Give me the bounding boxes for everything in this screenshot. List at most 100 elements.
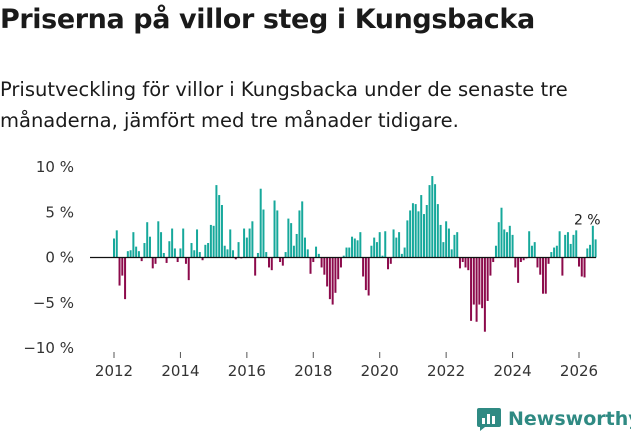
bar-positive	[500, 207, 503, 258]
bar-negative	[367, 257, 370, 296]
bar-negative	[187, 257, 190, 281]
bar-positive	[135, 246, 138, 258]
bar-negative	[151, 257, 154, 269]
bar-positive	[226, 249, 229, 258]
bar-negative	[542, 257, 545, 294]
x-tick-label: 2020	[361, 362, 399, 380]
bar-negative	[387, 257, 390, 270]
bar-positive	[229, 229, 232, 258]
bar-positive	[414, 204, 417, 258]
bar-positive	[494, 245, 497, 258]
bar-positive	[262, 209, 265, 258]
bar-positive	[245, 237, 248, 258]
bar-positive	[431, 176, 434, 258]
bar-negative	[483, 257, 486, 332]
bar-positive	[553, 247, 556, 258]
bar-positive	[434, 184, 437, 258]
bar-positive	[129, 250, 132, 258]
bar-negative	[578, 257, 580, 267]
bar-positive	[295, 233, 298, 258]
bar-positive	[447, 228, 450, 258]
bar-positive	[162, 252, 165, 258]
bar-negative	[470, 257, 473, 321]
bar-positive	[423, 214, 425, 258]
bar-positive	[148, 236, 151, 258]
bar-positive	[113, 238, 115, 258]
bar-positive	[569, 243, 572, 258]
bar-positive	[243, 228, 246, 258]
bar-negative	[478, 257, 481, 305]
bar-positive	[115, 230, 118, 258]
bar-positive	[428, 185, 431, 258]
bar-positive	[157, 221, 160, 258]
x-tick-label: 2018	[294, 362, 332, 380]
bar-negative	[472, 257, 475, 305]
bar-positive	[378, 232, 381, 258]
bar-positive	[445, 221, 448, 258]
bar-negative	[140, 257, 143, 262]
bar-negative	[312, 257, 315, 263]
bar-positive	[220, 205, 223, 258]
bar-positive	[190, 243, 193, 258]
bar-negative	[522, 257, 525, 261]
bar-positive	[555, 245, 558, 258]
bar-negative	[339, 257, 342, 268]
bar-negative	[467, 257, 470, 271]
bar-positive	[290, 223, 293, 258]
x-tick-label: 2014	[161, 362, 199, 380]
bar-positive	[215, 185, 218, 258]
bar-positive	[342, 255, 345, 258]
y-tick-label: 10 %	[36, 158, 74, 176]
bar-negative	[154, 257, 157, 264]
bar-positive	[276, 210, 279, 258]
bar-positive	[586, 248, 589, 258]
bar-positive	[381, 255, 384, 258]
bar-negative	[326, 257, 329, 287]
bar-positive	[284, 252, 287, 258]
bar-positive	[218, 195, 221, 258]
bar-positive	[292, 245, 295, 258]
bar-negative	[320, 257, 323, 268]
bar-negative	[184, 257, 187, 264]
bar-positive	[533, 242, 536, 258]
bar-negative	[481, 257, 484, 309]
bar-positive	[442, 242, 445, 258]
bar-negative	[364, 257, 367, 291]
bar-positive	[384, 231, 387, 258]
latest-value-label: 2 %	[574, 212, 601, 228]
bar-positive	[132, 232, 135, 258]
bar-positive	[248, 228, 251, 258]
bar-positive	[251, 221, 254, 258]
bar-positive	[550, 252, 553, 258]
bar-positive	[207, 243, 210, 258]
x-tick-label: 2016	[228, 362, 266, 380]
bar-positive	[591, 225, 594, 258]
bar-positive	[273, 200, 276, 258]
x-tick-label: 2024	[493, 362, 531, 380]
bar-negative	[461, 257, 464, 263]
bar-positive	[558, 231, 561, 258]
bar-positive	[301, 201, 304, 258]
bar-positive	[173, 248, 176, 258]
bar-positive	[143, 243, 146, 258]
bar-positive	[392, 229, 395, 258]
bar-positive	[497, 222, 500, 258]
bar-positive	[168, 241, 171, 258]
bar-negative	[561, 257, 564, 276]
bar-positive	[193, 250, 196, 258]
bar-positive	[353, 238, 356, 258]
bar-positive	[436, 204, 439, 258]
bar-positive	[506, 232, 509, 258]
bar-negative	[458, 257, 461, 269]
bar-positive	[528, 231, 531, 258]
bar-positive	[212, 225, 215, 258]
bar-positive	[315, 246, 318, 258]
bar-positive	[503, 229, 506, 258]
bar-negative	[539, 257, 542, 275]
bar-negative	[281, 257, 284, 266]
bar-negative	[124, 257, 127, 300]
bar-positive	[303, 237, 306, 258]
bar-series	[113, 176, 597, 332]
x-tick-label: 2012	[95, 362, 133, 380]
bar-positive	[575, 230, 578, 258]
